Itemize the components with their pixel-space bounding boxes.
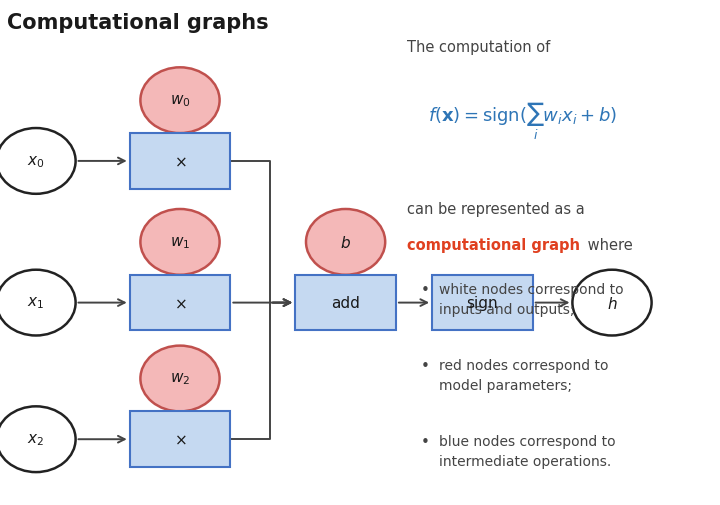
Text: •: • xyxy=(421,359,430,374)
Text: blue nodes correspond to
intermediate operations.: blue nodes correspond to intermediate op… xyxy=(439,434,616,468)
Ellipse shape xyxy=(0,270,76,336)
Text: $x_2$: $x_2$ xyxy=(27,431,45,447)
Text: $w_0$: $w_0$ xyxy=(170,93,190,109)
Text: add: add xyxy=(331,295,360,311)
Text: $\times$: $\times$ xyxy=(174,432,186,447)
Text: $x_0$: $x_0$ xyxy=(27,154,45,170)
FancyBboxPatch shape xyxy=(130,275,230,331)
Text: where: where xyxy=(583,237,633,252)
Text: white nodes correspond to
inputs and outputs;: white nodes correspond to inputs and out… xyxy=(439,283,624,316)
Text: $f(\mathbf{x}) = \mathrm{sign}(\sum_i w_i x_i + b)$: $f(\mathbf{x}) = \mathrm{sign}(\sum_i w_… xyxy=(428,101,618,142)
Text: $w_1$: $w_1$ xyxy=(170,234,190,250)
Text: •: • xyxy=(421,434,430,449)
Text: computational graph: computational graph xyxy=(407,237,580,252)
Ellipse shape xyxy=(0,407,76,472)
Text: The computation of: The computation of xyxy=(407,40,550,56)
FancyBboxPatch shape xyxy=(130,412,230,467)
Text: Computational graphs: Computational graphs xyxy=(7,13,269,33)
Text: $\times$: $\times$ xyxy=(174,295,186,311)
Ellipse shape xyxy=(140,68,220,134)
Text: $\times$: $\times$ xyxy=(174,154,186,169)
Ellipse shape xyxy=(140,210,220,275)
Text: $x_1$: $x_1$ xyxy=(27,295,45,311)
Text: $w_2$: $w_2$ xyxy=(170,371,190,387)
Ellipse shape xyxy=(306,210,385,275)
Ellipse shape xyxy=(572,270,652,336)
Text: •: • xyxy=(421,283,430,298)
Text: red nodes correspond to
model parameters;: red nodes correspond to model parameters… xyxy=(439,359,608,392)
Text: can be represented as a: can be represented as a xyxy=(407,202,585,217)
Text: $h$: $h$ xyxy=(607,295,617,311)
Text: sign: sign xyxy=(467,295,498,311)
FancyBboxPatch shape xyxy=(432,275,533,331)
Ellipse shape xyxy=(140,346,220,412)
FancyBboxPatch shape xyxy=(295,275,396,331)
Text: $b$: $b$ xyxy=(340,234,351,250)
Ellipse shape xyxy=(0,129,76,194)
FancyBboxPatch shape xyxy=(130,134,230,189)
